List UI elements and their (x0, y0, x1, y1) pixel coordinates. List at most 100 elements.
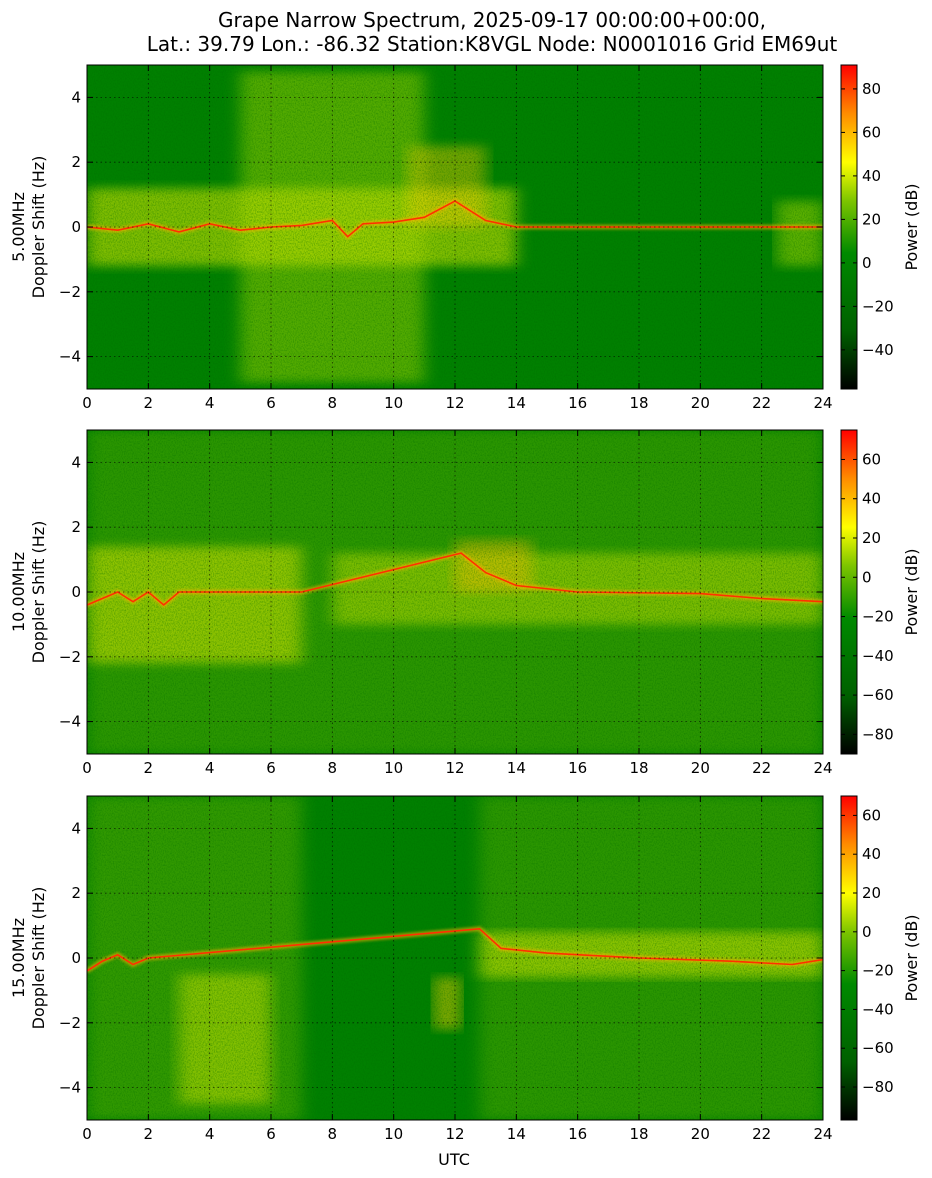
colorbar-tick-label: 60 (862, 450, 881, 468)
y-axis-label-frequency: 5.00MHz (9, 192, 28, 262)
x-tick-label: 16 (568, 1125, 587, 1143)
x-tick-label: 12 (445, 394, 464, 412)
y-axis-label: Doppler Shift (Hz) (29, 521, 48, 664)
x-tick-label: 20 (691, 1125, 710, 1143)
colorbar-tick-label: −20 (862, 962, 894, 980)
x-tick-label: 20 (691, 394, 710, 412)
y-tick-label: 2 (71, 884, 81, 902)
y-axis-label: Doppler Shift (Hz) (29, 156, 48, 299)
x-tick-label: 22 (752, 1125, 771, 1143)
y-tick-label: 2 (71, 153, 81, 171)
y-tick-label: −4 (59, 348, 81, 366)
figure-title-line2: Lat.: 39.79 Lon.: -86.32 Station:K8VGL N… (147, 32, 838, 56)
y-axis-label: Doppler Shift (Hz) (29, 887, 48, 1030)
x-tick-label: 8 (328, 759, 338, 777)
x-tick-label: 4 (205, 1125, 215, 1143)
colorbar-tick-label: 80 (862, 80, 881, 98)
x-tick-label: 14 (507, 759, 526, 777)
colorbar (840, 429, 858, 755)
colorbar-tick-label: −60 (862, 1039, 894, 1057)
y-tick-label: 4 (71, 88, 81, 106)
x-tick-label: 24 (813, 759, 832, 777)
colorbar-tick-label: 20 (862, 529, 881, 547)
colorbar-tick-label: −80 (862, 1078, 894, 1096)
x-tick-label: 4 (205, 394, 215, 412)
x-tick-label: 20 (691, 759, 710, 777)
figure-title-line1: Grape Narrow Spectrum, 2025-09-17 00:00:… (218, 8, 766, 32)
x-tick-label: 16 (568, 759, 587, 777)
x-tick-label: 24 (813, 394, 832, 412)
colorbar-tick-label: 0 (862, 568, 872, 586)
x-tick-label: 0 (82, 1125, 92, 1143)
y-tick-label: 0 (71, 218, 81, 236)
x-tick-label: 2 (144, 1125, 154, 1143)
colorbar-tick-label: 40 (862, 167, 881, 185)
heatmap-area (87, 796, 823, 1120)
y-axis-label-frequency: 10.00MHz (9, 552, 28, 632)
y-tick-label: −4 (59, 713, 81, 731)
x-tick-label: 22 (752, 759, 771, 777)
x-tick-label: 10 (384, 1125, 403, 1143)
colorbar-label: Power (dB) (902, 183, 921, 270)
heatmap-area (87, 65, 823, 389)
colorbar-tick-label: 20 (862, 210, 881, 228)
colorbar-tick-label: −80 (862, 725, 894, 743)
x-tick-label: 18 (629, 1125, 648, 1143)
y-tick-label: 4 (71, 453, 81, 471)
x-tick-label: 22 (752, 394, 771, 412)
colorbar-tick-label: 60 (862, 123, 881, 141)
colorbar-tick-label: −20 (862, 608, 894, 626)
x-tick-label: 24 (813, 1125, 832, 1143)
x-tick-label: 8 (328, 394, 338, 412)
colorbar-tick-label: 40 (862, 490, 881, 508)
x-tick-label: 12 (445, 1125, 464, 1143)
colorbar-tick-label: −60 (862, 686, 894, 704)
y-tick-label: 0 (71, 583, 81, 601)
carrier-trace (87, 200, 823, 238)
y-tick-label: −4 (59, 1079, 81, 1097)
x-tick-label: 4 (205, 759, 215, 777)
carrier-trace (87, 927, 823, 972)
colorbar-tick-label: −20 (862, 297, 894, 315)
x-tick-label: 10 (384, 759, 403, 777)
x-tick-label: 16 (568, 394, 587, 412)
x-tick-label: 6 (266, 394, 276, 412)
colorbar-tick-label: −40 (862, 341, 894, 359)
x-tick-label: 0 (82, 394, 92, 412)
x-tick-label: 0 (82, 759, 92, 777)
colorbar-tick-label: 20 (862, 884, 881, 902)
x-tick-label: 2 (144, 394, 154, 412)
colorbar-label: Power (dB) (902, 548, 921, 635)
colorbar-tick-label: 40 (862, 845, 881, 863)
x-tick-label: 6 (266, 759, 276, 777)
colorbar-label: Power (dB) (902, 914, 921, 1001)
x-tick-label: 2 (144, 759, 154, 777)
y-tick-label: −2 (59, 283, 81, 301)
x-tick-label: 8 (328, 1125, 338, 1143)
y-tick-label: 2 (71, 518, 81, 536)
y-axis-label-frequency: 15.00MHz (9, 918, 28, 998)
colorbar-tick-label: 0 (862, 254, 872, 272)
colorbar-tick-label: 60 (862, 806, 881, 824)
y-tick-label: −2 (59, 1014, 81, 1032)
x-tick-label: 18 (629, 759, 648, 777)
colorbar-tick-label: 0 (862, 923, 872, 941)
x-tick-label: 14 (507, 394, 526, 412)
x-tick-label: 6 (266, 1125, 276, 1143)
colorbar-tick-label: −40 (862, 1000, 894, 1018)
x-tick-label: 14 (507, 1125, 526, 1143)
x-tick-label: 12 (445, 759, 464, 777)
heatmap-area (87, 430, 823, 754)
y-tick-label: 4 (71, 819, 81, 837)
colorbar (840, 64, 858, 390)
x-tick-label: 18 (629, 394, 648, 412)
y-tick-label: −2 (59, 648, 81, 666)
colorbar (840, 795, 858, 1121)
x-tick-label: 10 (384, 394, 403, 412)
carrier-trace (87, 552, 823, 607)
x-axis-label: UTC (438, 1150, 470, 1169)
